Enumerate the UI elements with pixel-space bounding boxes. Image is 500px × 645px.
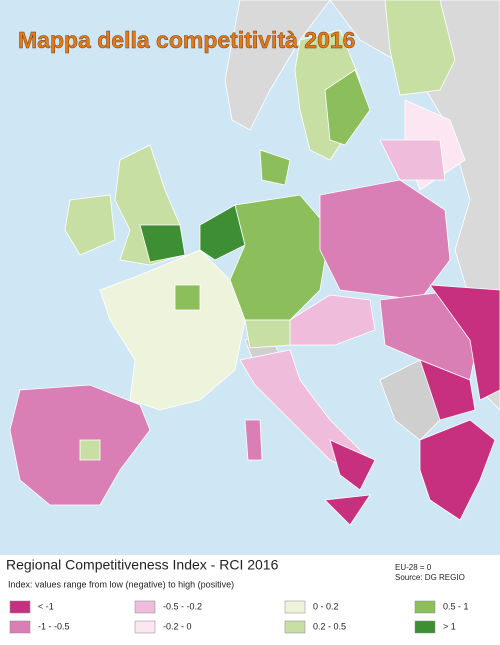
- legend-swatch: [414, 600, 436, 614]
- legend-label: -1 - -0.5: [38, 621, 70, 631]
- legend-label: 0.5 - 1: [443, 601, 469, 611]
- legend-label: -0.2 - 0: [163, 621, 192, 631]
- legend-items: < -1 -1 - -0.5 -0.5 - -0.2 -0.2 - 0 0 - 0.2 0…: [9, 600, 469, 634]
- legend-swatch: [9, 600, 31, 614]
- page-title: Mappa della competitività 2016: [18, 27, 355, 53]
- legend-label: 0.2 - 0.5: [313, 621, 346, 631]
- legend-label: 0 - 0.2: [313, 601, 339, 611]
- legend-swatch: [284, 620, 306, 634]
- legend-label: -0.5 - -0.2: [163, 601, 202, 611]
- legend-swatch: [134, 620, 156, 634]
- legend-swatch: [134, 600, 156, 614]
- legend-title: Regional Competitiveness Index - RCI 201…: [6, 557, 279, 573]
- legend-source: Source: DG REGIO: [395, 573, 465, 582]
- map: [9, 0, 500, 526]
- legend-swatch: [9, 620, 31, 634]
- legend-label: > 1: [443, 621, 456, 631]
- legend-swatch: [414, 620, 436, 634]
- legend-note: EU-28 = 0: [395, 563, 432, 572]
- legend-swatch: [284, 600, 306, 614]
- legend-subtitle: Index: values range from low (negative) …: [8, 579, 234, 589]
- legend-label: < -1: [38, 601, 54, 611]
